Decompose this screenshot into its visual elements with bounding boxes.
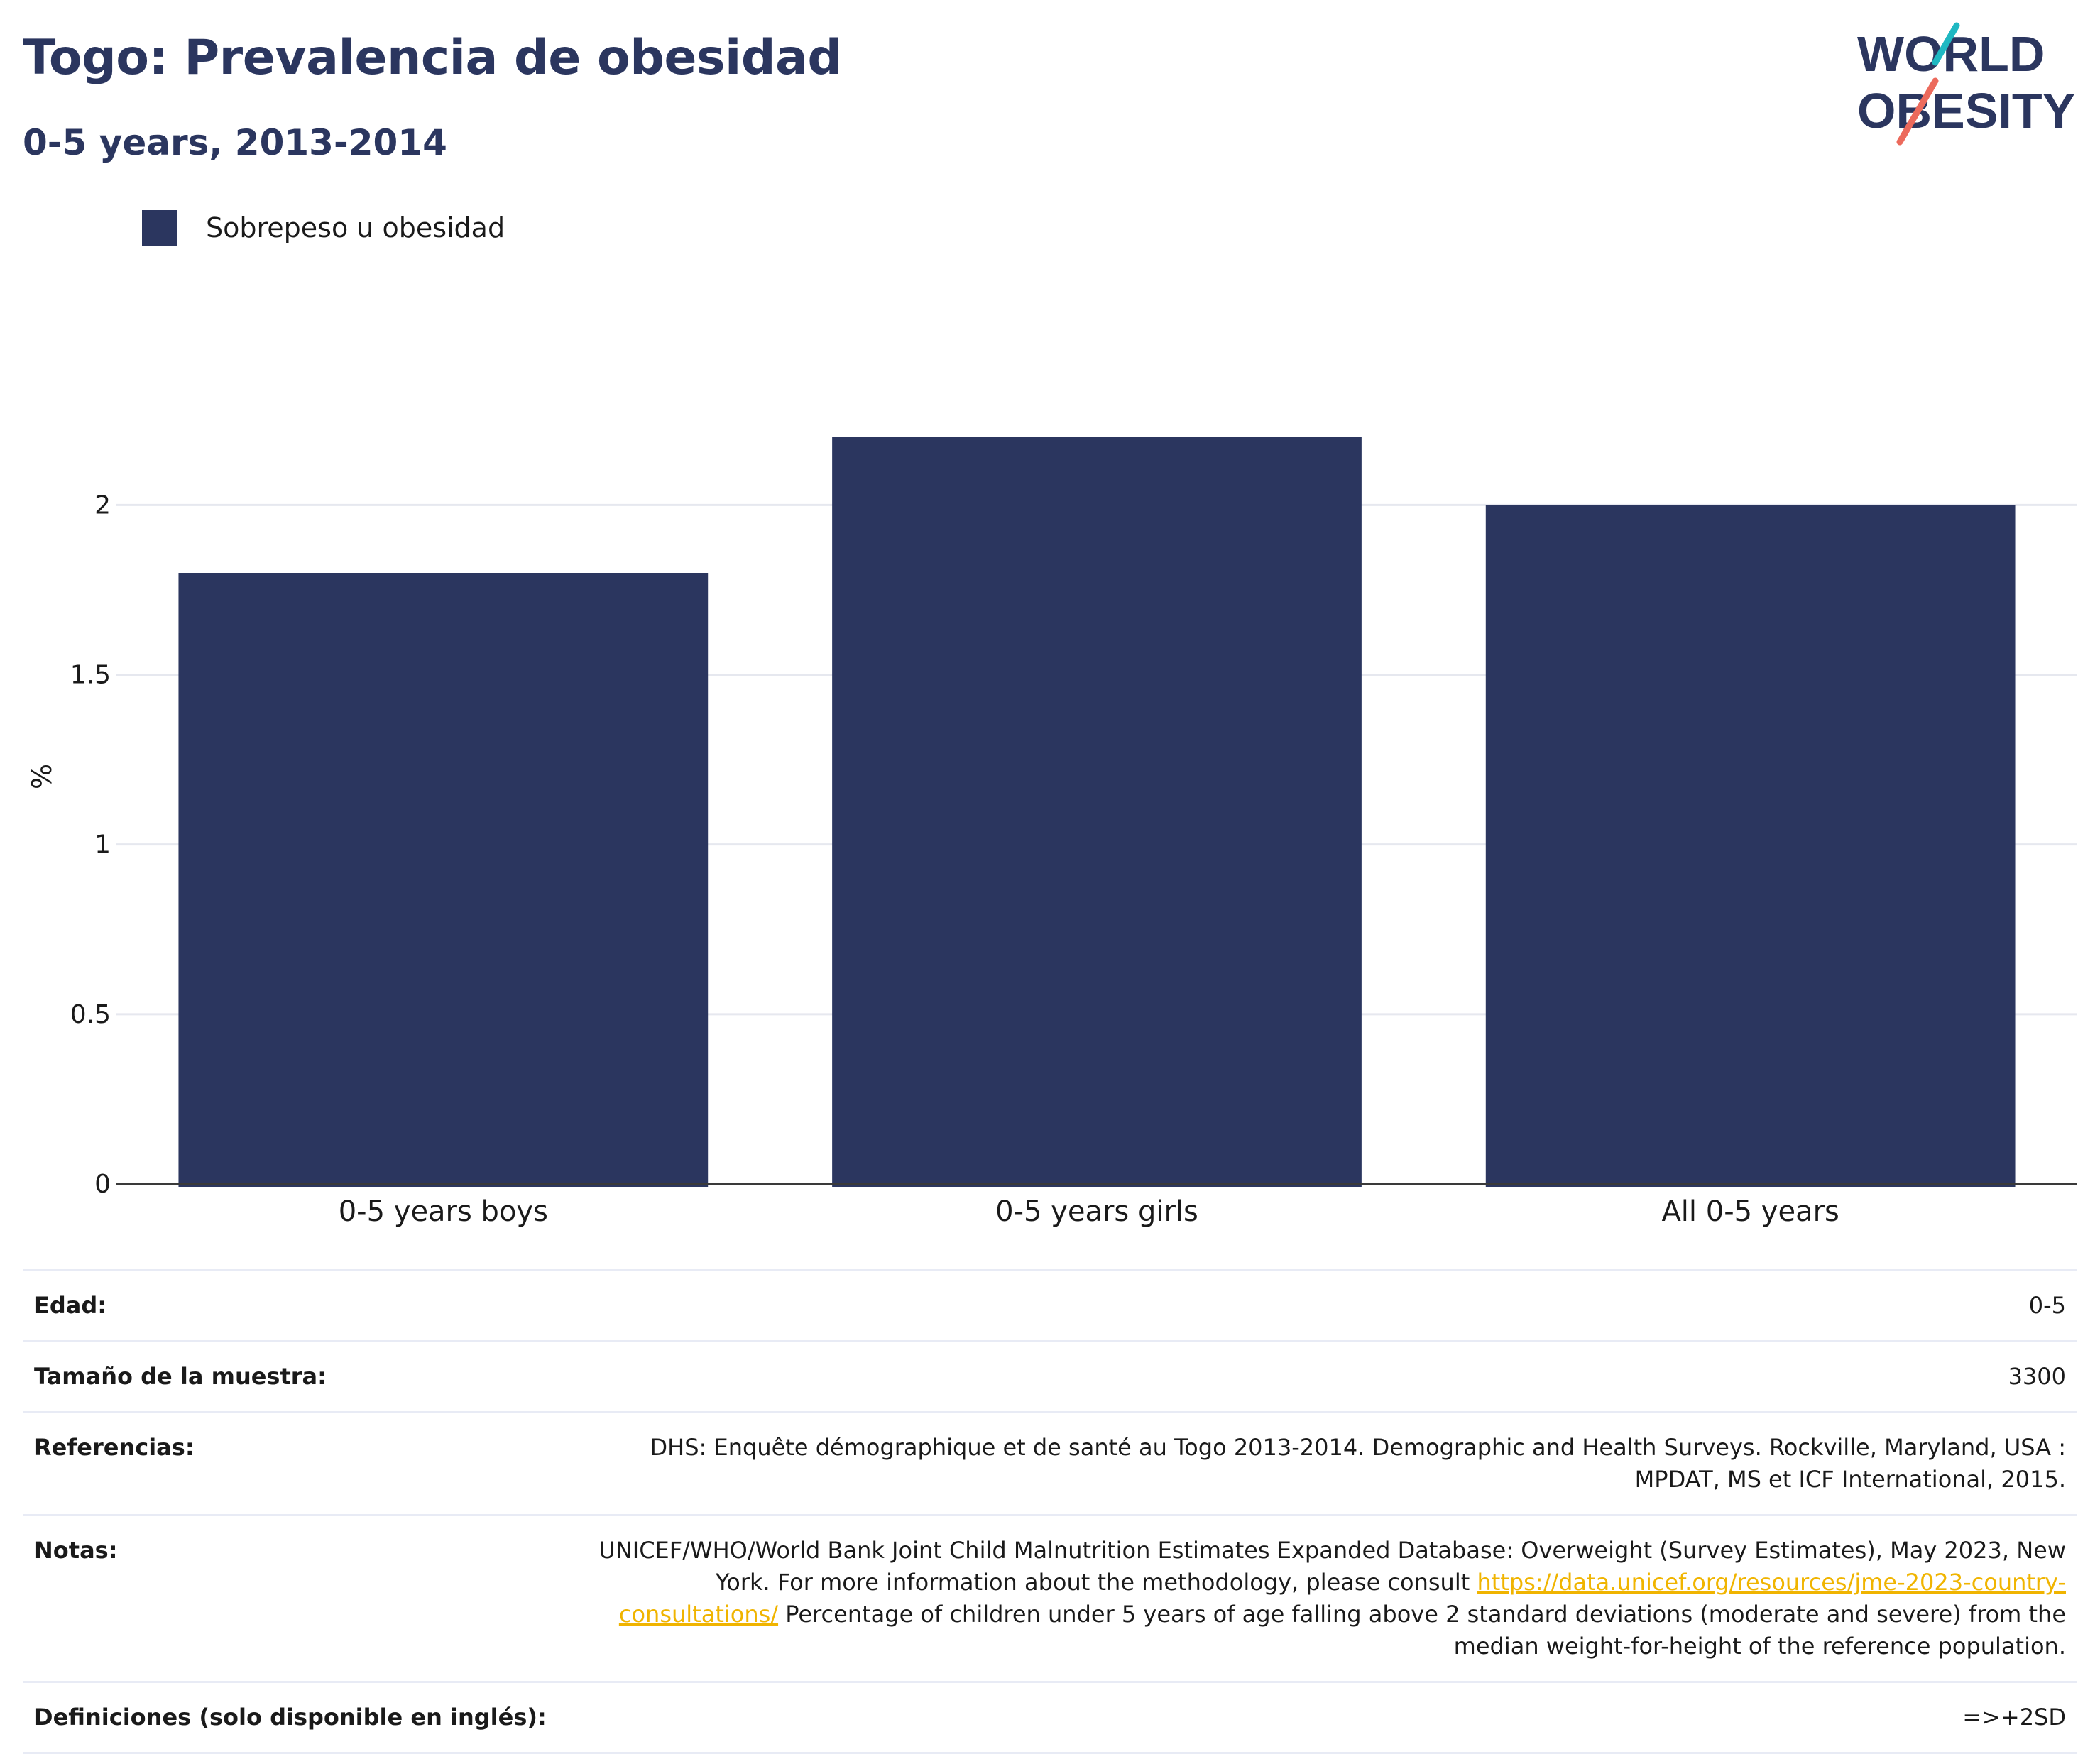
bar-chart: 0 0.5 1 1.5 2% 0-5 years boys 0-5 years girls A… [26, 437, 2077, 1228]
info-label-references: Referencias: [34, 1434, 195, 1461]
info-row-references: Referencias: DHS: Enquête démographique … [23, 1412, 2077, 1515]
y-tick-label: 2 [94, 490, 111, 520]
chart-subtitle: 0-5 years, 2013-2014 [23, 122, 447, 163]
y-tick-label: 1 [94, 831, 111, 860]
info-label-age: Edad: [34, 1292, 107, 1319]
bar [1485, 505, 2016, 1187]
notes-link[interactable]: https://data.unicef.org/resources/jme-20… [618, 1569, 2066, 1628]
info-table: Edad: 0-5 Tamaño de la muestra: 3300 Ref… [23, 1269, 2077, 1754]
logo-text-obesity: OBESITY [1857, 83, 2075, 138]
bar [178, 573, 709, 1187]
info-row-age: Edad: 0-5 [23, 1270, 2077, 1342]
notes-text-before: UNICEF/WHO/World Bank Joint Child Malnut… [598, 1537, 2066, 1596]
y-tick-label: 0 [94, 1170, 111, 1199]
x-tick-label: 0-5 years girls [995, 1195, 1198, 1228]
legend-swatch [142, 210, 177, 246]
y-axis-title: % [26, 764, 58, 789]
y-tick-label: 0.5 [70, 1000, 111, 1029]
info-value-references: DHS: Enquête démographique et de santé a… [650, 1434, 2066, 1493]
x-tick-label: All 0-5 years [1661, 1195, 1839, 1228]
x-tick-label: 0-5 years boys [339, 1195, 548, 1228]
world-obesity-logo: WORLD OBESITY [1857, 22, 2075, 146]
info-row-notes: Notas: UNICEF/WHO/World Bank Joint Child… [23, 1515, 2077, 1682]
info-value-sample-size: 3300 [2008, 1363, 2066, 1390]
info-value-age: 0-5 [2028, 1292, 2066, 1319]
info-value-definitions: =>+2SD [1962, 1704, 2066, 1731]
info-row-definitions: Definiciones (solo disponible en inglés)… [23, 1682, 2077, 1753]
chart-legend[interactable]: Sobrepeso u obesidad [142, 210, 505, 246]
notes-text-after: Percentage of children under 5 years of … [778, 1601, 2066, 1660]
info-label-definitions: Definiciones (solo disponible en inglés)… [34, 1704, 547, 1731]
info-label-notes: Notas: [34, 1537, 118, 1564]
y-tick-label: 1.5 [70, 661, 111, 690]
info-label-sample-size: Tamaño de la muestra: [34, 1363, 327, 1390]
logo-slash-coral [1896, 77, 1939, 146]
info-value-notes: UNICEF/WHO/World Bank Joint Child Malnut… [558, 1515, 2077, 1682]
chart-title: Togo: Prevalencia de obesidad [23, 30, 842, 86]
info-row-sample-size: Tamaño de la muestra: 3300 [23, 1341, 2077, 1413]
legend-label: Sobrepeso u obesidad [206, 212, 505, 243]
bar [832, 437, 1362, 1187]
logo-slash-teal [1932, 22, 1960, 66]
